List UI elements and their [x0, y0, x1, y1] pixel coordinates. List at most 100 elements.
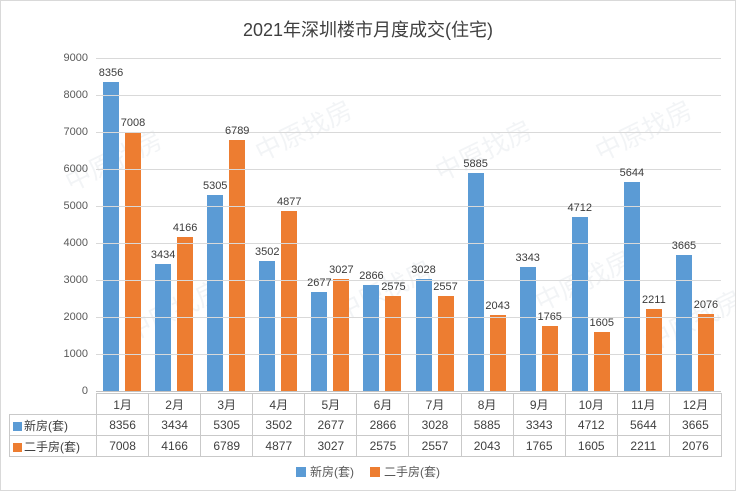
bar-s2-m5 [333, 279, 350, 391]
month-header-9: 9月 [512, 393, 566, 415]
value-cell-s2-m2: 4166 [148, 435, 202, 457]
bar-value-label-s1-m1: 8356 [98, 66, 124, 79]
value-cell-s2-m11: 2211 [616, 435, 670, 457]
value-cell-s1-m1: 8356 [95, 414, 150, 436]
bar-value-label-s2-m3: 6789 [224, 124, 250, 137]
bar-value-label-s1-m12: 3665 [671, 240, 697, 253]
table-row-series2: 二手房(套) 7008 4166 6789 4877 3027 2575 2557 2043 17… [9, 435, 722, 457]
bar-s1-m12 [675, 255, 692, 391]
bar-s1-m1 [103, 81, 120, 391]
bar-s1-m7 [415, 278, 432, 391]
bar-s1-m3 [207, 194, 224, 391]
month-header-6: 6月 [356, 393, 410, 415]
bar-s2-m1 [125, 131, 142, 391]
data-table: 1月 2月 3月 4月 5月 6月 7月 8月 9月 10月 11月 12月 新房(套) 8356 3434… [9, 393, 722, 457]
bar-s2-m6 [385, 295, 402, 391]
legend-item-2: 二手房(套) [370, 463, 440, 480]
month-header-12: 12月 [668, 393, 722, 415]
gridline [96, 94, 721, 96]
bar-s1-m2 [155, 263, 172, 391]
legend-item-1: 新房(套) [296, 463, 354, 480]
bar-s1-m6 [363, 284, 380, 391]
bar-s2-m8 [489, 315, 506, 391]
bar-value-label-s2-m7: 2557 [433, 281, 458, 294]
bar-value-label-s1-m11: 5644 [619, 167, 645, 180]
legend-label: 新房(套) [310, 465, 354, 479]
y-tick-label: 8000 [63, 89, 88, 101]
table-header-row: 1月 2月 3月 4月 5月 6月 7月 8月 9月 10月 11月 12月 [10, 393, 722, 415]
value-cell-s1-m9: 3343 [512, 414, 566, 436]
series-name: 新房(套) [24, 418, 68, 433]
bar-s2-m11 [645, 309, 662, 391]
bar-value-label-s1-m8: 5885 [463, 158, 488, 171]
bar-value-label-s2-m9: 1765 [537, 310, 562, 323]
value-cell-s1-m6: 2866 [356, 414, 410, 436]
bar-value-label-s1-m5: 2677 [307, 276, 332, 289]
month-header-7: 7月 [408, 393, 462, 415]
series-label-cell: 二手房(套) [9, 435, 97, 457]
value-cell-s2-m6: 2575 [356, 435, 410, 457]
value-cell-s2-m3: 6789 [200, 435, 254, 457]
month-header-11: 11月 [616, 393, 670, 415]
bar-value-label-s1-m6: 2866 [359, 269, 384, 282]
y-tick-label: 3000 [63, 274, 88, 286]
gridline [96, 316, 721, 318]
y-tick-label: 6000 [63, 163, 88, 175]
value-cell-s2-m5: 3027 [304, 435, 358, 457]
y-tick-label: 7000 [63, 126, 88, 138]
value-cell-s1-m3: 5305 [200, 414, 254, 436]
bar-value-label-s1-m2: 3434 [150, 248, 176, 261]
y-tick-label: 5000 [63, 200, 88, 212]
month-header-8: 8月 [460, 393, 514, 415]
value-cell-s1-m7: 3028 [408, 414, 462, 436]
bar-s2-m4 [281, 210, 298, 391]
gridline [96, 57, 721, 59]
bar-value-label-s2-m1: 7008 [120, 116, 146, 129]
bar-s1-m4 [259, 261, 276, 391]
plot-area: 8356 7008 3434 4166 5305 6789 3502 4877 2677 3027… [96, 57, 721, 392]
x-axis-line [96, 390, 721, 392]
bar-value-label-s2-m11: 2211 [642, 294, 666, 307]
bar-s2-m10 [593, 331, 610, 391]
value-cell-s2-m10: 1605 [564, 435, 618, 457]
bar-value-label-s1-m10: 4712 [567, 201, 593, 214]
bar-s1-m11 [623, 182, 640, 391]
bar-s2-m12 [697, 314, 714, 391]
value-cell-s2-m4: 4877 [252, 435, 306, 457]
bar-s1-m5 [311, 291, 328, 391]
gridline [96, 353, 721, 355]
value-cell-s1-m11: 5644 [616, 414, 670, 436]
bar-value-label-s2-m10: 1605 [589, 316, 615, 329]
table-corner-cell [10, 394, 97, 415]
y-tick-label: 9000 [63, 52, 88, 64]
series-label-cell: 新房(套) [9, 414, 97, 436]
month-header-2: 2月 [148, 393, 202, 415]
gridline [96, 168, 721, 170]
bar-value-label-s2-m12: 2076 [693, 299, 719, 312]
value-cell-s1-m12: 3665 [668, 414, 722, 436]
bar-s2-m2 [177, 236, 194, 391]
bar-s2-m3 [229, 139, 246, 391]
bar-value-label-s1-m4: 3502 [255, 246, 280, 259]
value-cell-s2-m1: 7008 [95, 435, 150, 457]
value-cell-s2-m12: 2076 [668, 435, 722, 457]
legend-key-icon [13, 421, 22, 431]
legend-label: 二手房(套) [384, 465, 440, 479]
series-name: 二手房(套) [24, 439, 80, 454]
y-tick-label: 2000 [63, 311, 88, 323]
value-cell-s1-m10: 4712 [564, 414, 618, 436]
bar-s1-m9 [519, 267, 536, 391]
month-header-10: 10月 [564, 393, 618, 415]
month-header-1: 1月 [95, 393, 150, 415]
y-tick-label: 4000 [63, 237, 88, 249]
gridline [96, 131, 721, 133]
month-header-5: 5月 [304, 393, 358, 415]
table-row-series1: 新房(套) 8356 3434 5305 3502 2677 2866 3028 5885 334… [9, 414, 722, 436]
gridline [96, 279, 721, 281]
value-cell-s1-m5: 2677 [304, 414, 358, 436]
month-header-4: 4月 [252, 393, 306, 415]
bar-value-label-s2-m5: 3027 [329, 264, 354, 276]
bar-value-label-s2-m6: 2575 [381, 280, 406, 293]
legend-swatch-icon [296, 466, 306, 477]
